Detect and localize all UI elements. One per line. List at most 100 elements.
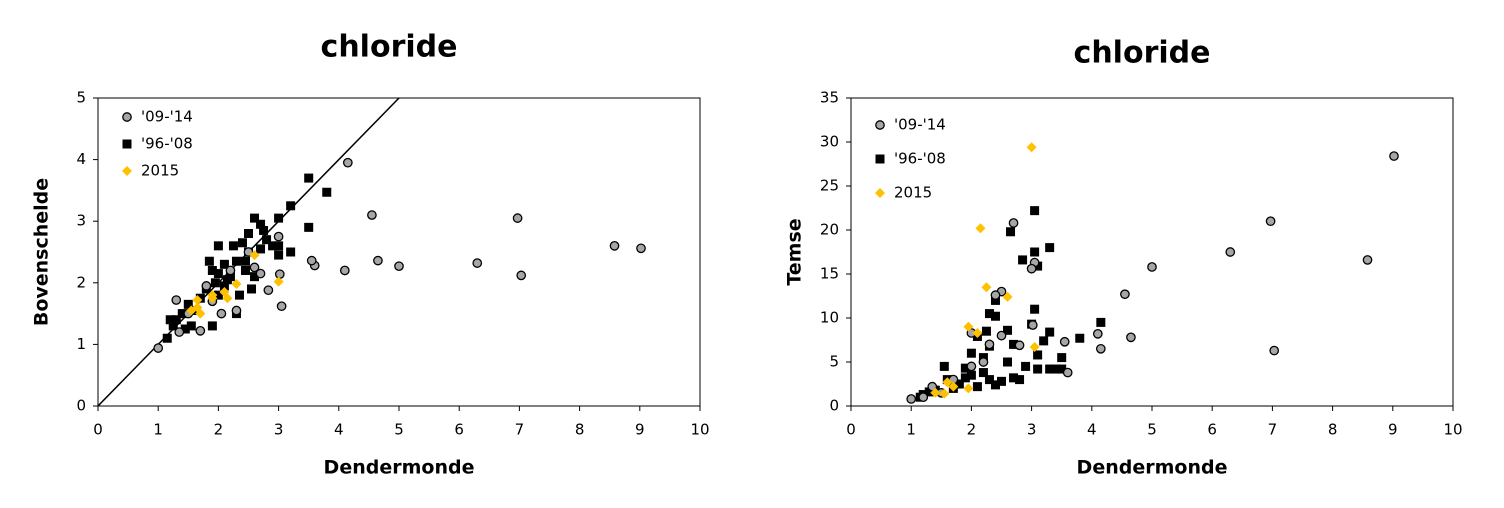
point	[234, 290, 244, 300]
y-tick-label: 10	[820, 309, 839, 327]
point	[274, 250, 284, 260]
point	[274, 269, 285, 280]
point	[1029, 342, 1040, 353]
x-tick-label: 5	[394, 421, 404, 439]
point	[255, 268, 266, 279]
point	[978, 357, 989, 367]
point	[240, 256, 250, 266]
point	[207, 293, 218, 304]
y-tick-label: 3	[76, 212, 86, 230]
point	[222, 275, 232, 285]
point	[1033, 350, 1043, 360]
point	[918, 392, 929, 403]
point	[984, 339, 995, 350]
x-tick-label: 8	[1328, 421, 1338, 439]
point	[180, 324, 190, 334]
y-tick-label: 5	[829, 353, 839, 371]
point	[1051, 364, 1061, 374]
point	[997, 376, 1006, 386]
point	[906, 394, 917, 404]
point	[930, 387, 941, 398]
point	[195, 325, 206, 336]
point	[177, 309, 187, 319]
point	[1026, 263, 1037, 274]
point	[1014, 340, 1025, 351]
point	[990, 380, 1000, 390]
point	[984, 309, 994, 319]
point	[1027, 320, 1038, 330]
legend-marker	[122, 139, 132, 149]
point	[939, 388, 950, 399]
point	[153, 343, 164, 353]
plot: chloride Dendermonde Temse 0 1 2 3 4 5 6 7 8 9 10 0 5 10…	[784, 36, 1463, 479]
point	[204, 256, 214, 266]
legend-marker	[122, 112, 132, 122]
point	[249, 262, 260, 273]
chart-title: chloride	[321, 30, 458, 65]
point	[939, 361, 949, 371]
point	[207, 321, 217, 331]
point	[1039, 336, 1049, 346]
plot-border	[850, 97, 1454, 407]
point	[954, 379, 964, 389]
point	[1008, 218, 1019, 228]
point	[286, 247, 296, 257]
point	[1265, 216, 1276, 227]
y-tick-label: 25	[820, 177, 839, 195]
point	[273, 276, 284, 287]
legend-label: '09-'14	[141, 108, 193, 126]
point	[249, 250, 260, 261]
point	[274, 213, 284, 223]
point	[174, 327, 185, 337]
point	[367, 210, 377, 220]
point	[306, 255, 317, 266]
point	[972, 327, 983, 338]
point	[1033, 364, 1043, 374]
point	[1009, 373, 1019, 383]
y-tick-label: 0	[829, 397, 839, 415]
point	[1030, 206, 1040, 216]
point	[978, 368, 988, 378]
point	[192, 302, 203, 313]
point	[609, 240, 620, 251]
y-tick-label: 1	[76, 335, 86, 353]
point	[210, 278, 220, 288]
y-tick-label: 20	[820, 221, 839, 239]
point	[373, 255, 383, 266]
point	[516, 270, 527, 281]
x-tick-label: 8	[575, 421, 585, 439]
point	[276, 301, 287, 312]
point	[966, 370, 976, 380]
point	[259, 225, 269, 235]
x-tick-label: 4	[334, 421, 344, 439]
point	[339, 265, 350, 276]
point	[996, 330, 1007, 341]
point	[273, 231, 284, 242]
point	[286, 201, 296, 211]
chart-title: chloride	[1074, 36, 1211, 71]
point	[216, 308, 227, 319]
point	[1120, 289, 1130, 300]
point	[219, 259, 229, 269]
point	[1003, 325, 1013, 335]
point	[1062, 367, 1073, 378]
x-tick-label: 4	[1087, 421, 1097, 439]
x-tick-label: 9	[1388, 421, 1398, 439]
point	[1045, 243, 1055, 253]
legend-label: 2015	[141, 162, 179, 180]
point	[984, 375, 994, 385]
x-tick-label: 7	[515, 421, 525, 439]
point	[924, 387, 934, 397]
point	[183, 299, 193, 309]
point	[304, 222, 314, 232]
point	[268, 241, 278, 251]
legend-marker	[875, 188, 885, 198]
point	[1006, 227, 1016, 237]
x-tick-label: 1	[906, 421, 916, 439]
point	[972, 382, 982, 392]
point	[942, 377, 953, 388]
point	[1009, 339, 1019, 349]
legend-marker	[122, 166, 132, 176]
point	[1126, 332, 1136, 343]
point	[1057, 364, 1067, 374]
